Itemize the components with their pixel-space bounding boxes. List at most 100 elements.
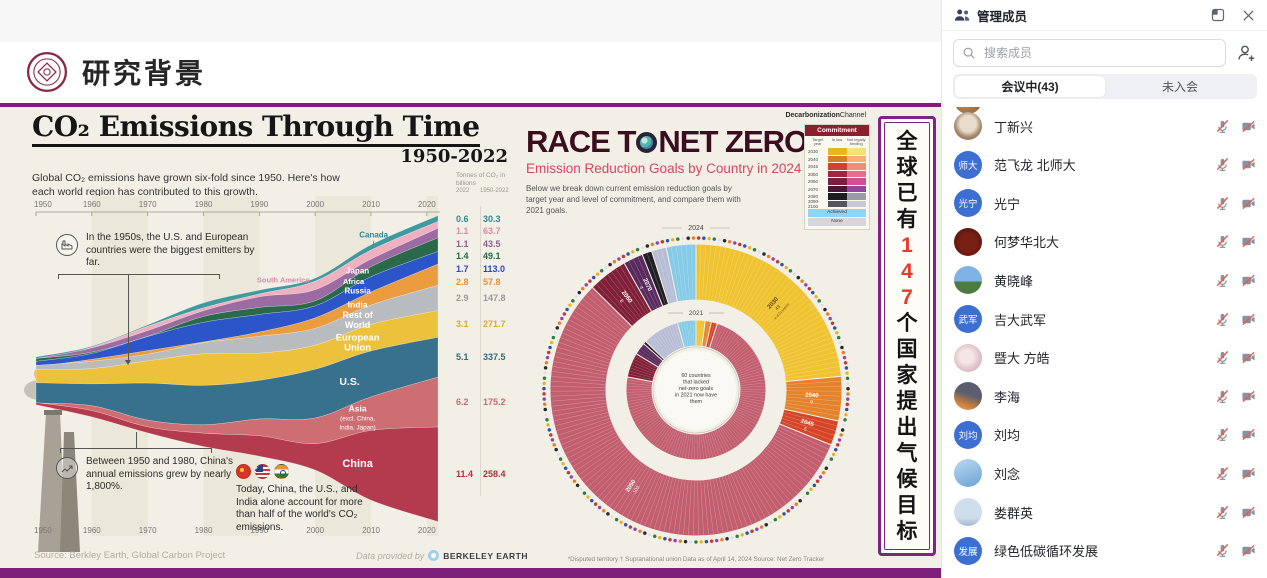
university-seal-logo [26, 51, 68, 93]
mic-muted-icon[interactable] [1215, 350, 1230, 365]
member-tabs: 会议中(43) 未入会 [953, 74, 1257, 99]
participant-avatar [954, 112, 982, 140]
close-icon[interactable] [1241, 8, 1256, 23]
commitment-legend: Commitment Target year In law Not legally … [804, 124, 870, 230]
svg-text:2010: 2010 [362, 526, 380, 535]
co2-chart-title: CO₂ Emissions Through Time [32, 110, 480, 147]
participant-row[interactable]: 刘均 刘均 [942, 416, 1267, 454]
camera-off-icon[interactable] [1241, 543, 1256, 558]
credit-label: Data provided by [356, 550, 425, 561]
camera-off-icon[interactable] [1241, 350, 1256, 365]
header-divider [0, 103, 941, 107]
search-row [953, 39, 1257, 67]
svg-text:2021: 2021 [689, 310, 704, 317]
camera-off-icon[interactable] [1241, 273, 1256, 288]
net-zero-sunburst: 60 countries that lacked net-zero goals in … [530, 216, 862, 552]
participant-name: 范飞龙 北师大 [994, 158, 1076, 174]
participant-avatar: 武军 [954, 305, 982, 333]
search-input[interactable] [982, 45, 1217, 61]
participant-row[interactable]: 暨大 方皓 [942, 339, 1267, 377]
svg-text:2000: 2000 [306, 200, 324, 209]
participant-name: 李海 [994, 389, 1021, 405]
participant-row[interactable]: 娄群英 [942, 493, 1267, 531]
participant-row[interactable]: 发展 绿色低碳循环发展 [942, 532, 1267, 570]
svg-text:1980: 1980 [195, 200, 213, 209]
svg-text:9: 9 [810, 399, 813, 405]
camera-off-icon[interactable] [1241, 427, 1256, 442]
panel-header: 管理成员 [942, 0, 1267, 31]
participant-name: 吉大武军 [994, 312, 1047, 328]
participant-avatar: 发展 [954, 536, 982, 565]
mic-muted-icon[interactable] [1215, 157, 1230, 172]
camera-off-icon[interactable] [1241, 505, 1256, 520]
brand-light: Channel [839, 112, 866, 119]
co2-col-2022: 2022 [456, 188, 470, 194]
camera-off-icon[interactable] [1241, 234, 1256, 249]
tab-in-meeting[interactable]: 会议中(43) [955, 76, 1105, 97]
growth-chart-icon [56, 457, 78, 479]
participant-row[interactable]: 李海 [942, 377, 1267, 415]
svg-text:Canada: Canada [359, 231, 388, 240]
svg-text:Japan: Japan [346, 266, 369, 275]
mic-muted-icon[interactable] [1215, 196, 1230, 211]
participant-name: 丁新兴 [994, 119, 1034, 135]
camera-off-icon[interactable] [1241, 119, 1256, 134]
net-zero-description: Below we break down current emission red… [526, 184, 741, 215]
svg-text:2010: 2010 [362, 200, 380, 209]
svg-text:1950: 1950 [34, 526, 52, 535]
svg-text:China: China [342, 458, 373, 470]
participant-row[interactable]: 何梦华北大 [942, 223, 1267, 261]
slide-bottom-bar [0, 568, 941, 578]
members-icon [954, 9, 970, 21]
value-row-u-s-: 5.1 337.5 [456, 352, 506, 363]
svg-text:2040: 2040 [805, 393, 819, 400]
participant-row[interactable]: 刘念 [942, 454, 1267, 492]
popout-icon[interactable] [1210, 8, 1225, 23]
camera-off-icon[interactable] [1241, 312, 1256, 327]
camera-off-icon[interactable] [1241, 466, 1256, 481]
svg-text:Asia(excl. China,India, Japan): Asia (excl. China, India, Japan) [339, 403, 375, 431]
mic-muted-icon[interactable] [1215, 543, 1230, 558]
participant-list: 丁新兴 师大 范飞龙 北师大 光宁 光宁 何梦华北大 黄晓峰 武军 吉大武军 暨大 方皓 李海 刘均刘… [942, 107, 1267, 578]
search-box[interactable] [953, 39, 1226, 67]
svg-text:1950: 1950 [34, 200, 52, 209]
add-member-icon[interactable] [1235, 42, 1257, 64]
co2-value-column-headers: 2022 1950-2022 [456, 188, 514, 194]
camera-off-icon[interactable] [1241, 157, 1256, 172]
mic-muted-icon[interactable] [1215, 505, 1230, 520]
annotation-pointer-line-2 [136, 432, 137, 448]
tab-not-joined[interactable]: 未入会 [1161, 80, 1198, 94]
svg-text:43: 43 [774, 304, 782, 312]
value-row-africa: 1.4 49.1 [456, 251, 501, 262]
svg-text:1960: 1960 [83, 200, 101, 209]
mic-muted-icon[interactable] [1215, 389, 1230, 404]
camera-off-icon[interactable] [1241, 196, 1256, 211]
value-column-divider [480, 206, 481, 496]
participant-name: 娄群英 [994, 505, 1034, 521]
participant-row[interactable]: 武军 吉大武军 [942, 300, 1267, 338]
participant-row[interactable]: 师大 范飞龙 北师大 [942, 146, 1267, 184]
value-row-asia-excl-china-india-japan-: 6.2 175.2 [456, 397, 506, 408]
camera-off-icon[interactable] [1241, 389, 1256, 404]
participant-row[interactable]: 光宁 光宁 [942, 184, 1267, 222]
mic-muted-icon[interactable] [1215, 119, 1230, 134]
co2-value-table: 0.6 30.3 1.1 63.7 1.1 43.5 1.4 49.1 1.7 113.0 2.8 5… [456, 196, 514, 550]
svg-text:5: 5 [803, 426, 808, 433]
participant-avatar [954, 227, 982, 256]
decarbonization-channel-logo: DecarbonizationChannel [785, 112, 866, 119]
china-flag-icon [236, 464, 251, 479]
participant-name: 光宁 [994, 196, 1021, 212]
svg-text:2020: 2020 [418, 526, 436, 535]
svg-text:India: India [348, 299, 368, 309]
mic-muted-icon[interactable] [1215, 427, 1230, 442]
value-row-china: 11.4 258.4 [456, 469, 506, 480]
participant-row[interactable]: 黄晓峰 [942, 261, 1267, 299]
mic-muted-icon[interactable] [1215, 466, 1230, 481]
mic-muted-icon[interactable] [1215, 234, 1230, 249]
mic-muted-icon[interactable] [1215, 312, 1230, 327]
value-row-south-america: 1.1 63.7 [456, 226, 501, 237]
mic-muted-icon[interactable] [1215, 273, 1230, 288]
participant-row[interactable]: 丁新兴 [942, 107, 1267, 145]
